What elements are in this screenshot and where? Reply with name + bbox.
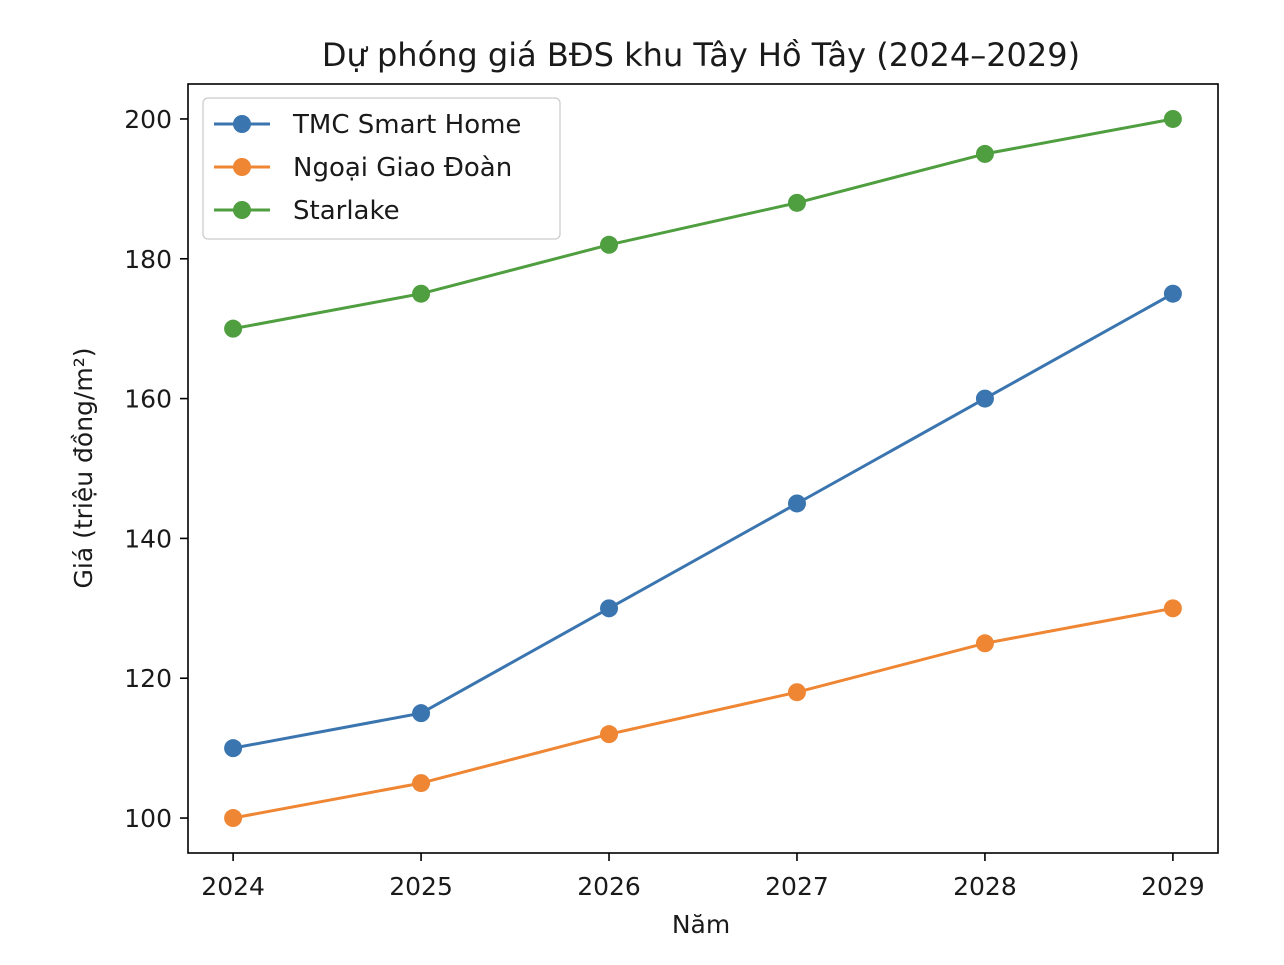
data-point: [975, 144, 994, 163]
series-layer: [224, 109, 1182, 828]
legend-label: Starlake: [293, 196, 400, 226]
series-line: [232, 117, 1174, 331]
x-axis: 2024 2025 2026 2027 2028 2029: [201, 853, 1205, 901]
data-point: [412, 774, 431, 793]
legend-label: TMC Smart Home: [292, 110, 521, 140]
legend-entry: Ngoại Giao Đoàn: [214, 153, 512, 183]
x-tick-label: 2027: [765, 872, 829, 901]
series-line: [232, 606, 1174, 820]
data-point: [787, 683, 806, 702]
x-tick-label: 2029: [1141, 872, 1205, 901]
data-point: [412, 284, 431, 303]
x-tick-label: 2024: [201, 872, 265, 901]
legend-entry: Starlake: [214, 196, 400, 226]
legend-entry: TMC Smart Home: [214, 110, 521, 140]
x-tick-label: 2028: [953, 872, 1017, 901]
data-point: [224, 809, 243, 828]
data-point: [224, 319, 243, 338]
y-axis-label: Giá (triệu đồng/m²): [69, 348, 98, 589]
data-point: [1163, 284, 1182, 303]
y-tick-label: 120: [124, 664, 172, 693]
y-tick-label: 140: [124, 524, 172, 553]
legend-marker: [233, 201, 251, 219]
y-tick-label: 100: [124, 804, 172, 833]
data-point: [1163, 109, 1182, 128]
y-tick-label: 180: [124, 245, 172, 274]
data-point: [1163, 599, 1182, 618]
x-tick-label: 2026: [577, 872, 641, 901]
y-tick-label: 160: [124, 385, 172, 414]
x-axis-label: Năm: [672, 910, 730, 939]
plot-frame: [187, 83, 1219, 854]
data-point: [600, 235, 619, 254]
series-line: [232, 292, 1174, 750]
data-point: [600, 725, 619, 744]
data-point: [412, 704, 431, 723]
data-point: [975, 389, 994, 408]
legend-marker: [233, 115, 251, 133]
data-point: [787, 193, 806, 212]
series-2: [224, 109, 1182, 338]
series-0: [224, 284, 1182, 758]
y-tick-label: 200: [124, 105, 172, 134]
data-point: [224, 739, 243, 758]
series-1: [224, 599, 1182, 828]
chart-title: Dự phóng giá BĐS khu Tây Hồ Tây (2024–20…: [322, 36, 1080, 74]
legend: TMC Smart Home Ngoại Giao Đoàn Starlake: [202, 97, 561, 240]
legend-label: Ngoại Giao Đoàn: [293, 153, 512, 183]
legend-marker: [233, 158, 251, 176]
data-point: [600, 599, 619, 618]
x-tick-label: 2025: [389, 872, 453, 901]
data-point: [975, 634, 994, 653]
legend-frame: [202, 97, 561, 240]
y-axis: 100 120 140 160 180 200: [124, 105, 188, 833]
data-point: [787, 494, 806, 513]
